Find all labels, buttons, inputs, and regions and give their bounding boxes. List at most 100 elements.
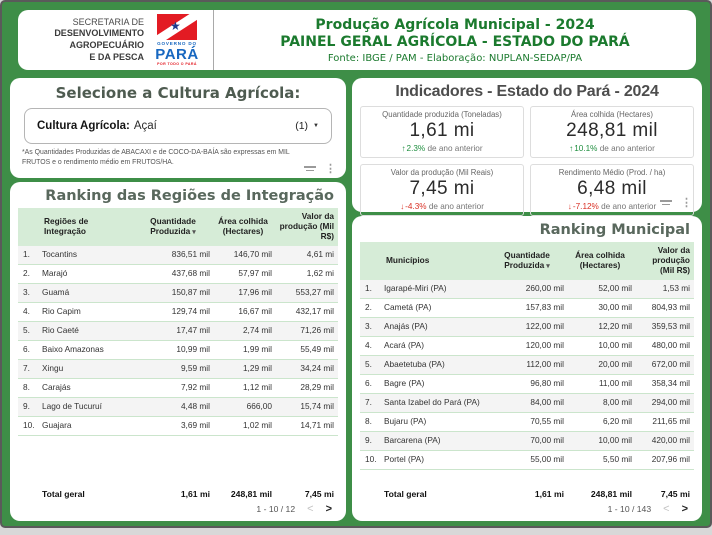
more-options-icon[interactable]: [681, 196, 692, 209]
kpi-value: 248,81 mil: [566, 120, 658, 141]
table-row: 2. Cametá (PA) 157,83 mil 30,00 mil 804,…: [360, 299, 694, 318]
table-row: 8. Carajás 7,92 mil 1,12 mil 28,29 mil: [18, 379, 338, 398]
cell-value: 432,17 mil: [295, 305, 334, 316]
sort-descending-icon: [546, 263, 550, 270]
cell-value: 358,34 mil: [651, 377, 690, 388]
column-header-value[interactable]: Valor da produção (Mil R$): [652, 245, 690, 275]
cell-value: 804,93 mil: [651, 301, 690, 312]
table-row: 10. Portel (PA) 55,00 mil 5,50 mil 207,9…: [360, 451, 694, 470]
column-header-regions[interactable]: Regiões de Integração: [44, 215, 89, 236]
more-options-icon[interactable]: [325, 162, 336, 175]
culture-dropdown[interactable]: Cultura Agrícola: Açaí (1): [24, 108, 332, 144]
column-header-area[interactable]: Área colhida (Hectares): [575, 249, 625, 270]
cell-area: 16,67 mil: [238, 305, 272, 316]
indicators-title: Indicadores - Estado do Pará - 2024: [395, 83, 659, 100]
table-row: 5. Rio Caeté 17,47 mil 2,74 mil 71,26 mi…: [18, 321, 338, 341]
cell-municipality: Bagre (PA): [384, 377, 425, 388]
dropdown-value: Açaí: [133, 120, 157, 132]
kpi-card-grid: Quantidade produzida (Toneladas) 1,61 mi…: [352, 106, 702, 216]
cell-rank: 4.: [23, 305, 30, 316]
municipal-table-body: 1. Igarapé-Miri (PA) 260,00 mil 52,00 mi…: [360, 279, 694, 470]
star-icon: [170, 20, 181, 32]
kpi-card: Quantidade produzida (Toneladas) 1,61 mi…: [360, 106, 524, 158]
cell-value: 553,27 mil: [295, 286, 334, 297]
column-header-quantity[interactable]: Quantidade Produzida: [134, 216, 212, 237]
cell-rank: 3.: [365, 320, 372, 331]
org-block: SECRETARIA DE DESENVOLVIMENTO AGROPECUÁR…: [18, 10, 214, 70]
cell-value: 34,24 mil: [300, 362, 334, 373]
cell-municipality: Barcarena (PA): [384, 434, 441, 445]
table-row: 7. Santa Izabel do Pará (PA) 84,00 mil 8…: [360, 393, 694, 413]
filter-icon[interactable]: [660, 198, 672, 207]
region-table-total-row: Total geral 1,61 mi 248,81 mil 7,45 mi: [18, 482, 338, 501]
cell-region: Rio Capim: [42, 305, 81, 316]
table-row: 6. Bagre (PA) 96,80 mil 11,00 mil 358,34…: [360, 375, 694, 394]
kpi-label: Quantidade produzida (Toneladas): [382, 110, 502, 119]
kpi-value: 6,48 mil: [577, 178, 647, 199]
cell-municipality: Santa Izabel do Pará (PA): [384, 396, 480, 407]
cell-value: 672,00 mil: [651, 358, 690, 369]
cell-area: 146,70 mil: [233, 248, 272, 259]
cell-quantity: 122,00 mil: [525, 320, 564, 331]
column-header-quantity[interactable]: Quantidade Produzida: [488, 250, 566, 271]
cell-region: Lago de Tucuruí: [42, 400, 102, 411]
trend-arrow-icon: [568, 202, 572, 211]
cell-rank: 9.: [23, 400, 30, 411]
cell-area: 17,96 mil: [238, 286, 272, 297]
cell-value: 420,00 mil: [651, 434, 690, 445]
cell-value: 28,29 mil: [300, 381, 334, 392]
cell-area: 8,00 mil: [602, 396, 632, 407]
selector-footnote: *As Quantidades Produzidas de ABACAXI e …: [22, 149, 290, 166]
kpi-delta: 10.1% de ano anterior: [533, 144, 691, 153]
trend-arrow-icon: [400, 202, 404, 211]
previous-page-icon[interactable]: [663, 503, 669, 515]
municipal-table-header: Municípios Quantidade Produzida Área col…: [360, 242, 694, 280]
indicators-panel: Indicadores - Estado do Pará - 2024 Quan…: [352, 78, 702, 216]
total-quantity: 1,61 mi: [180, 489, 210, 499]
kpi-delta-pct: -4.3%: [405, 202, 427, 211]
cell-quantity: 112,00 mil: [526, 358, 564, 369]
region-table-pagination: 1 - 10 / 12: [10, 501, 346, 521]
municipal-ranking-panel: Ranking Municipal Municípios Quantidade …: [352, 216, 702, 521]
cell-area: 20,00 mil: [598, 358, 632, 369]
para-flag-icon: [157, 13, 197, 40]
kpi-delta-pct: 10.1%: [574, 144, 598, 153]
cell-area: 10,00 mil: [598, 434, 632, 445]
next-page-icon[interactable]: [682, 503, 688, 515]
total-value: 7,45 mi: [304, 489, 334, 499]
dropdown-label: Cultura Agrícola:: [37, 120, 130, 132]
column-header-value[interactable]: Valor da produção (Mil R$): [279, 211, 334, 241]
kpi-delta-suffix: de ano anterior: [599, 144, 655, 153]
cell-quantity: 157,83 mil: [525, 301, 564, 312]
cell-quantity: 7,92 mil: [180, 381, 210, 392]
cell-rank: 10.: [365, 453, 377, 464]
kpi-delta: -4.3% de ano anterior: [363, 202, 521, 211]
cell-quantity: 17,47 mil: [176, 324, 210, 335]
cell-rank: 9.: [365, 434, 372, 445]
column-header-municipios[interactable]: Municípios: [386, 254, 430, 265]
cell-municipality: Cametá (PA): [384, 301, 432, 312]
column-header-area[interactable]: Área colhida (Hectares): [218, 215, 268, 236]
kpi-delta-suffix: de ano anterior: [428, 202, 484, 211]
filter-icon[interactable]: [304, 164, 316, 173]
cell-value: 71,26 mil: [300, 324, 334, 335]
kpi-delta-suffix: de ano anterior: [427, 144, 483, 153]
table-row: 10. Guajara 3,69 mil 1,02 mil 14,71 mil: [18, 417, 338, 436]
next-page-icon[interactable]: [326, 503, 332, 515]
cell-area: 30,00 mil: [598, 301, 632, 312]
cell-municipality: Abaetetuba (PA): [384, 358, 445, 369]
cell-rank: 4.: [365, 339, 372, 350]
total-label: Total geral: [42, 489, 85, 499]
table-row: 9. Barcarena (PA) 70,00 mil 10,00 mil 42…: [360, 431, 694, 451]
kpi-delta: -7.12% de ano anterior: [533, 202, 691, 211]
cell-region: Rio Caeté: [42, 324, 79, 335]
total-area: 248,81 mil: [230, 489, 272, 499]
previous-page-icon[interactable]: [307, 503, 313, 515]
cell-area: 666,00: [246, 400, 272, 411]
cell-area: 1,99 mil: [242, 343, 272, 354]
total-quantity: 1,61 mi: [534, 489, 564, 499]
kpi-label: Valor da produção (Mil Reais): [390, 168, 494, 177]
cell-area: 57,97 mil: [238, 267, 272, 278]
cell-rank: 2.: [365, 301, 372, 312]
table-row: 2. Marajó 437,68 mil 57,97 mil 1,62 mi: [18, 265, 338, 284]
